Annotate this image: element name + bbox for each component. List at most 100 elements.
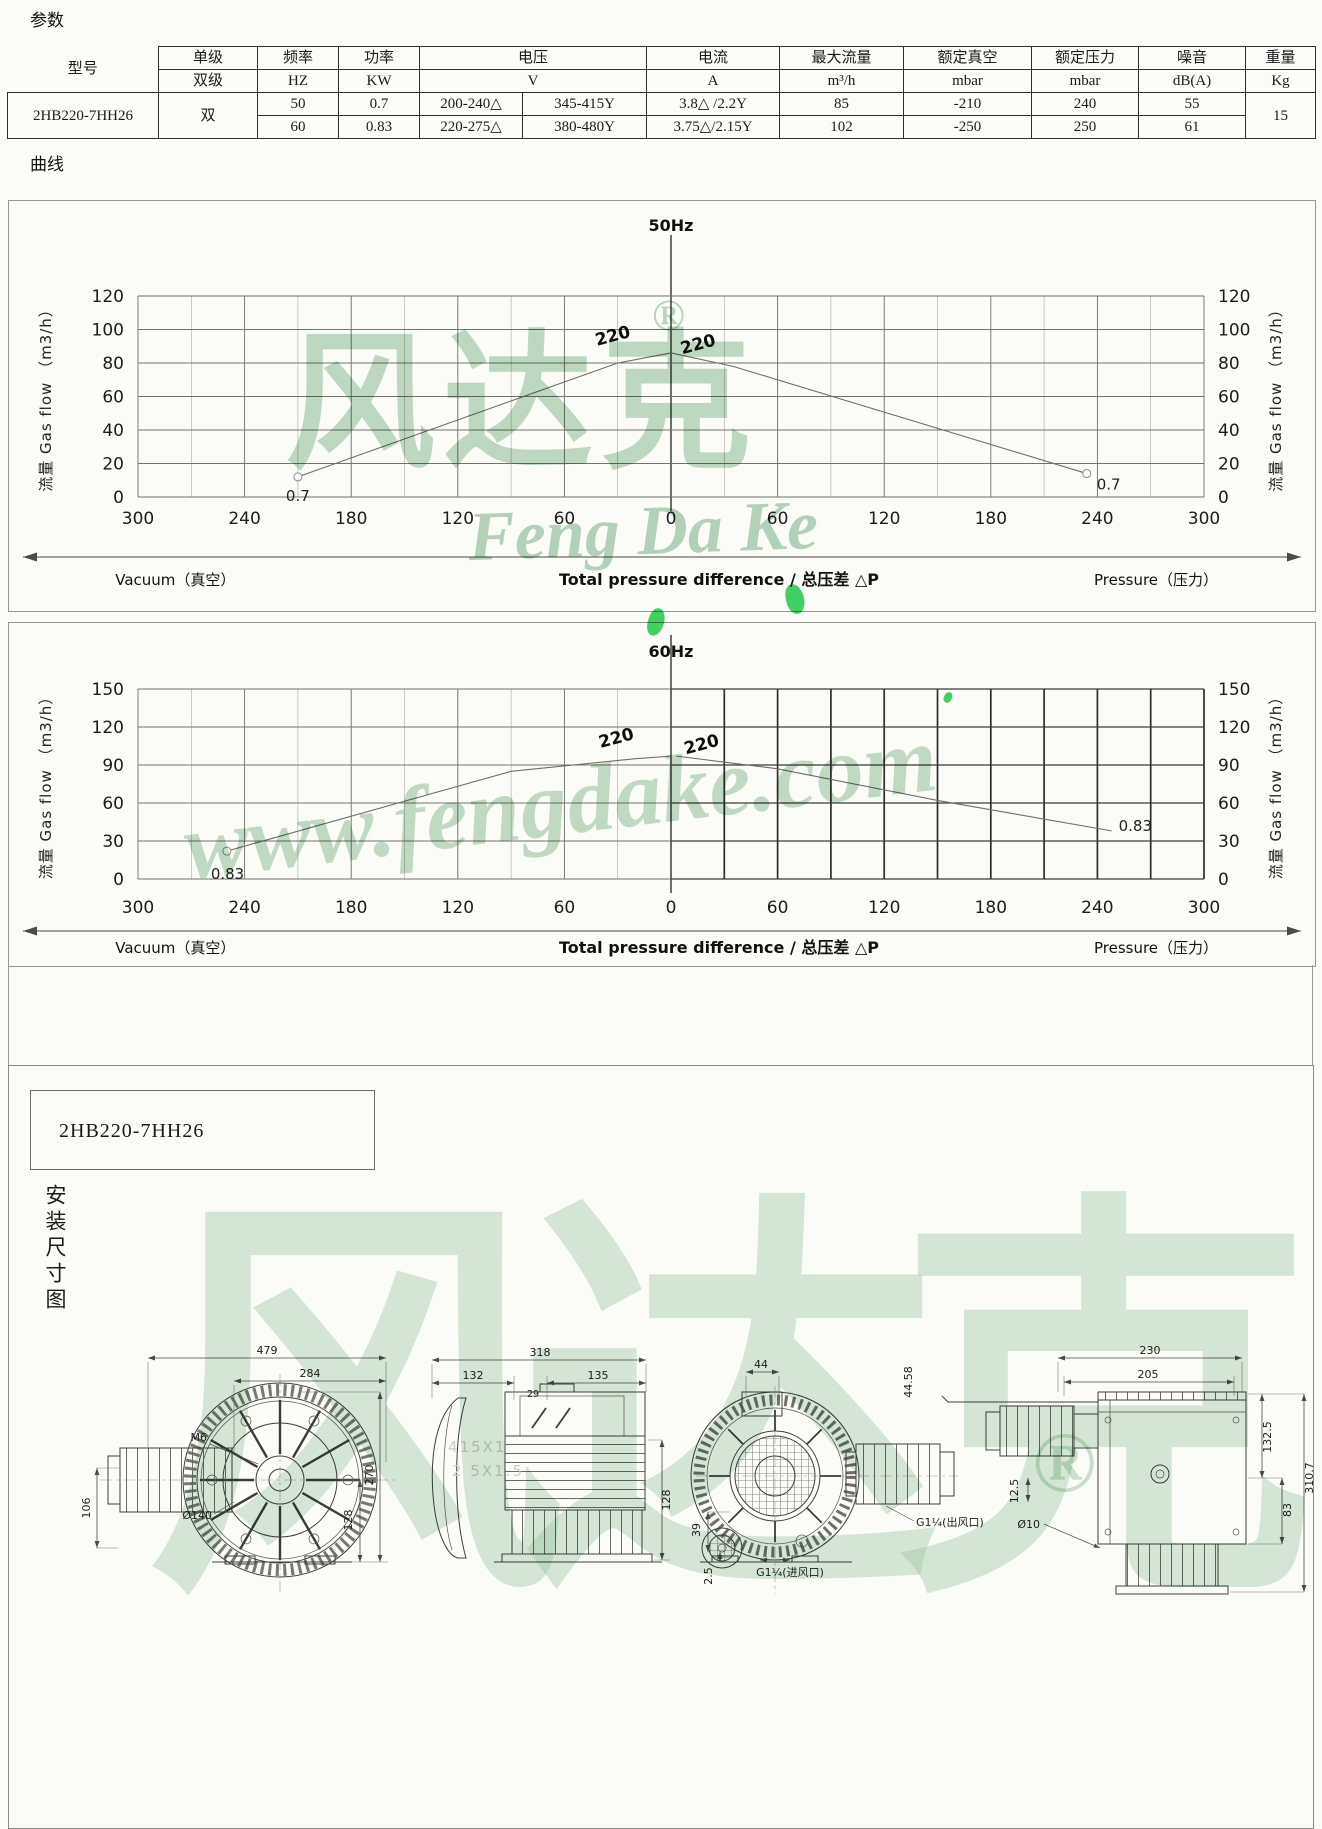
view-back: 44 44.58 39 2.5 G1¼(出风口) G1¼(进风口) <box>690 1358 984 1594</box>
dim-top-lower-height: 83 <box>1281 1503 1294 1517</box>
curve-endpoint-marker <box>293 472 303 482</box>
dim-side-small: 29 <box>527 1389 539 1400</box>
noise-value: 55 <box>1138 92 1247 116</box>
voltage-star: 345-415Y <box>521 92 648 116</box>
x-tick-label: 0 <box>666 509 677 529</box>
curve-endpoint-marker <box>222 846 232 856</box>
y-tick-label-left: 30 <box>102 832 124 852</box>
installation-dimensions-title: 安装尺寸图 <box>43 1184 67 1314</box>
y-tick-label-left: 150 <box>92 680 124 700</box>
y-tick-label-right: 0 <box>1218 488 1229 508</box>
model-value: 2HB220-7HH26 <box>7 92 159 139</box>
label-inlet-port: G1¼(进风口) <box>756 1566 824 1579</box>
unit-hz: HZ <box>257 69 339 93</box>
y-tick-label-right: 80 <box>1218 354 1240 374</box>
y-tick-label-right: 20 <box>1218 455 1240 475</box>
chart-title: 60Hz <box>649 642 694 661</box>
unit-v: V <box>418 69 648 93</box>
chart-title: 50Hz <box>649 216 694 235</box>
axis-label-vacuum: Vacuum（真空） <box>115 939 235 957</box>
arrow-right-icon <box>1287 926 1301 936</box>
x-tick-label: 120 <box>442 509 474 529</box>
dimension-drawing: 479 284 M6 Ø140 106 270 128 318 132 135 … <box>80 1344 1316 1595</box>
col-header-stage-double: 双级 <box>158 69 258 93</box>
unit-dba: dB(A) <box>1138 69 1247 93</box>
power-annotation: 0.7 <box>286 487 310 505</box>
x-tick-label: 120 <box>868 898 900 918</box>
unit-kw: KW <box>338 69 420 93</box>
dim-side-center-height: 128 <box>660 1490 673 1511</box>
curve-label-220: 220 <box>597 724 637 753</box>
power-annotation: 0.7 <box>1097 476 1121 494</box>
curve-label-220: 220 <box>593 322 633 351</box>
dim-front-total-height: 270 <box>363 1465 376 1486</box>
axis-label-total-pressure: Total pressure difference / 总压差 △P <box>559 570 879 589</box>
axis-label-vacuum: Vacuum（真空） <box>115 571 235 589</box>
pressure-value: 240 <box>1031 92 1140 116</box>
parameters-section-label: 参数 <box>30 11 64 30</box>
x-tick-label: 300 <box>1188 509 1220 529</box>
col-header-stage-single: 单级 <box>158 46 258 70</box>
y-tick-label-left: 0 <box>113 870 124 890</box>
dim-top-upper-height: 132.5 <box>1261 1421 1274 1453</box>
col-header-model: 型号 <box>7 46 159 93</box>
col-header-noise: 噪音 <box>1138 46 1247 70</box>
unit-mbar-pressure: mbar <box>1031 69 1140 93</box>
voltage-star: 380-480Y <box>521 115 648 139</box>
axis-label-pressure: Pressure（压力） <box>1094 939 1218 957</box>
y-tick-label-right: 60 <box>1218 388 1240 408</box>
dim-front-thread: M6 <box>191 1431 208 1444</box>
curves-section-label: 曲线 <box>30 155 64 174</box>
x-tick-label: 60 <box>767 898 789 918</box>
x-tick-label: 60 <box>554 898 576 918</box>
y-tick-label-left: 80 <box>102 354 124 374</box>
y-axis-title-left: 流量 Gas flow （m3/h） <box>37 301 55 492</box>
x-tick-label: 180 <box>975 509 1007 529</box>
weight-value: 15 <box>1245 92 1317 139</box>
drawing-model-label-box: 2HB220-7HH26 <box>30 1090 375 1170</box>
y-tick-label-left: 0 <box>113 488 124 508</box>
y-tick-label-right: 0 <box>1218 870 1229 890</box>
chart-50hz-panel: 0 0 20 20 40 40 60 60 80 80 100 100 120 120 300 240 180 1… <box>8 200 1316 612</box>
voltage-delta: 220-275△ <box>419 115 523 139</box>
flow-value: 85 <box>779 92 905 116</box>
freq-value: 60 <box>257 115 339 139</box>
power-value: 0.7 <box>338 92 420 116</box>
curve-endpoint-marker <box>1082 469 1092 479</box>
unit-mbar-vacuum: mbar <box>903 69 1033 93</box>
arrow-left-icon <box>23 552 37 562</box>
table-row: 2HB220-7HH26 双 50 0.7 200-240△ 345-415Y … <box>7 92 1317 139</box>
pressure-curve-220 <box>676 755 1112 832</box>
dim-top-total-width: 230 <box>1140 1344 1161 1357</box>
dim-front-center-height: 128 <box>342 1510 355 1531</box>
x-tick-label: 120 <box>868 509 900 529</box>
col-header-pressure: 额定压力 <box>1031 46 1140 70</box>
y-tick-label-right: 150 <box>1218 680 1250 700</box>
dim-top-total-height: 310.7 <box>1303 1462 1316 1494</box>
y-tick-label-right: 120 <box>1218 287 1250 307</box>
dim-side-right-width: 135 <box>588 1369 609 1382</box>
y-tick-label-right: 40 <box>1218 421 1240 441</box>
faded-note-line2: 2 5X1.5 <box>452 1462 524 1480</box>
x-tick-label: 180 <box>335 898 367 918</box>
y-tick-label-left: 20 <box>102 455 124 475</box>
noise-value: 61 <box>1138 115 1247 139</box>
y-tick-label-left: 100 <box>92 321 124 341</box>
dim-top-inner-width: 205 <box>1138 1368 1159 1381</box>
view-front: 479 284 M6 Ø140 106 270 128 <box>80 1344 398 1592</box>
y-tick-label-left: 120 <box>92 718 124 738</box>
parameter-table: 型号 单级 频率 功率 电压 电流 最大流量 额定真空 额定压力 噪音 重量 双… <box>7 46 1317 139</box>
y-tick-label-right: 30 <box>1218 832 1240 852</box>
dim-front-total-width: 479 <box>257 1344 278 1357</box>
table-header-row-1: 型号 单级 频率 功率 电压 电流 最大流量 额定真空 额定压力 噪音 重量 <box>7 46 1317 93</box>
arrow-left-icon <box>23 926 37 936</box>
y-tick-label-left: 60 <box>102 388 124 408</box>
dim-side-total-width: 318 <box>530 1346 551 1359</box>
y-tick-label-left: 40 <box>102 421 124 441</box>
x-tick-label: 180 <box>335 509 367 529</box>
vacuum-value: -250 <box>903 115 1033 139</box>
page-right-border <box>1312 965 1313 1065</box>
dim-front-motor-height: 106 <box>80 1498 93 1519</box>
col-header-flow: 最大流量 <box>779 46 905 70</box>
x-tick-label: 180 <box>975 898 1007 918</box>
